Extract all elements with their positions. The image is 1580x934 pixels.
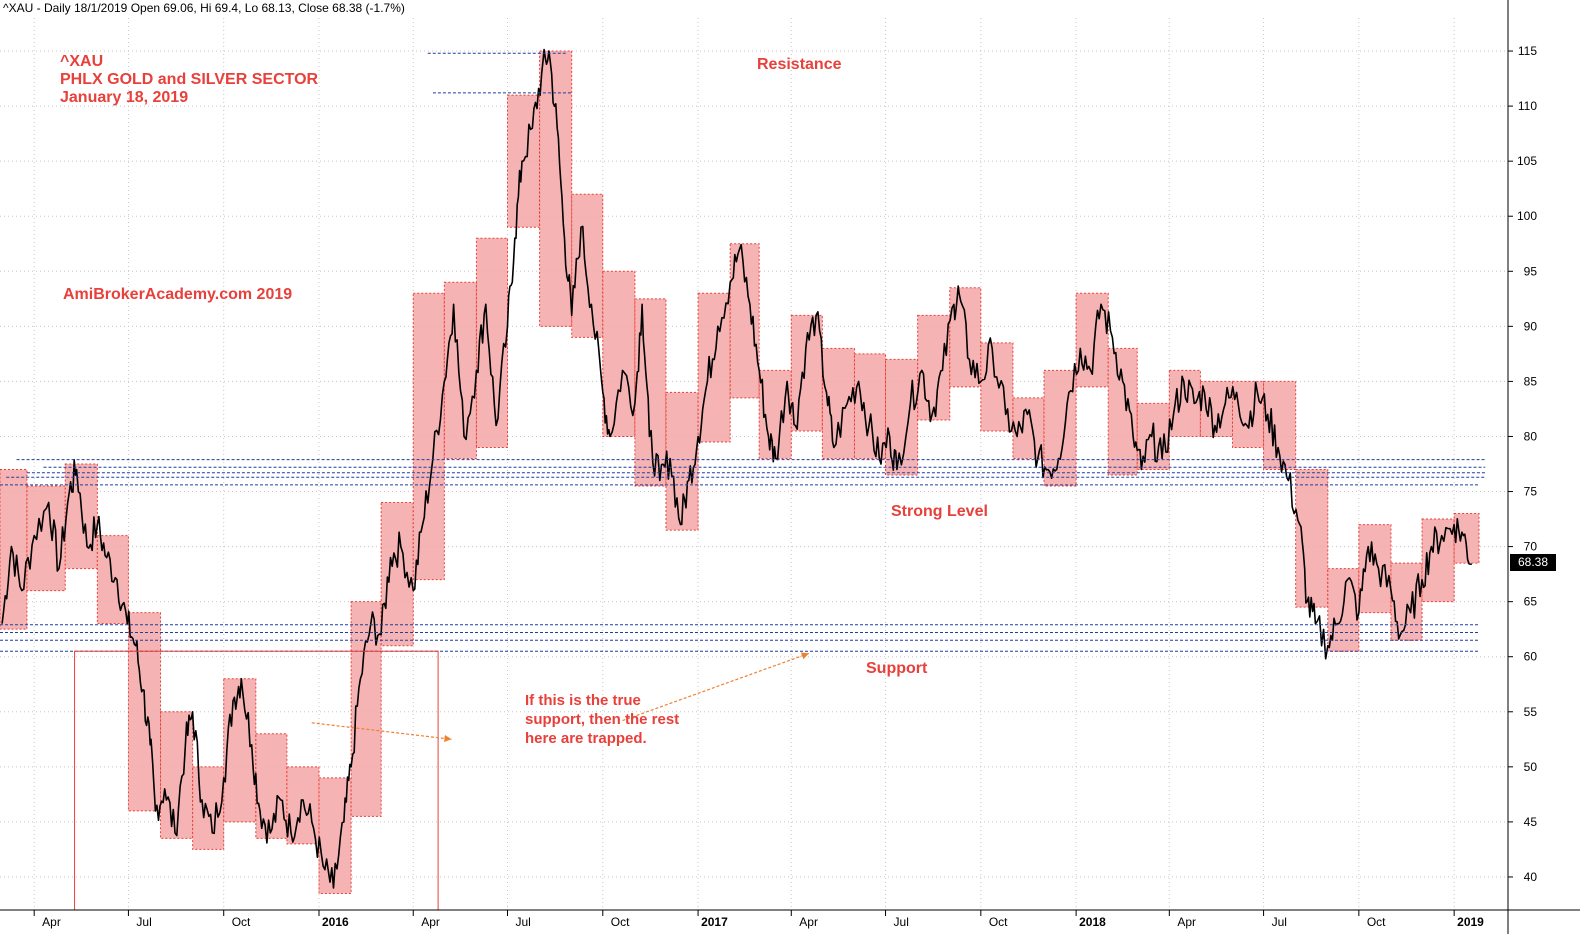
- darvas-box: [885, 358, 919, 476]
- y-tick-label: 105: [1517, 154, 1537, 168]
- x-tick-label: Apr: [421, 915, 440, 929]
- darvas-box: [1043, 369, 1077, 487]
- support-label: Support: [866, 660, 928, 677]
- x-tick-label: Apr: [799, 915, 818, 929]
- darvas-box: [602, 270, 636, 437]
- y-tick-label: 115: [1518, 44, 1537, 58]
- x-tick-label: Oct: [232, 915, 251, 929]
- y-tick-label: 50: [1524, 760, 1538, 774]
- watermark-label: AmiBrokerAcademy.com 2019: [63, 286, 293, 303]
- darvas-box: [853, 353, 887, 459]
- last-price-tag: 68.38: [1510, 554, 1556, 571]
- price-series: [1, 48, 1472, 889]
- level-lines: [0, 52, 1486, 652]
- x-tick-label: Apr: [1177, 915, 1196, 929]
- x-tick-label: Oct: [611, 915, 630, 929]
- x-tick-label: Oct: [989, 915, 1008, 929]
- x-tick-label: Oct: [1367, 915, 1386, 929]
- x-tick-label: Apr: [42, 915, 61, 929]
- date-title: January 18, 2019: [60, 89, 189, 106]
- sector-title: PHLX GOLD and SILVER SECTOR: [60, 71, 319, 88]
- y-tick-label: 65: [1524, 595, 1538, 609]
- darvas-box: [729, 243, 760, 399]
- darvas-box: [223, 678, 257, 823]
- x-tick-label: Jul: [1272, 915, 1287, 929]
- x-tick-label: Jul: [136, 915, 151, 929]
- x-tick-label: 2019: [1457, 915, 1484, 929]
- y-tick-label: 95: [1524, 264, 1538, 278]
- darvas-box: [380, 502, 414, 647]
- y-tick-label: 90: [1524, 319, 1538, 333]
- x-tick-label: 2018: [1079, 915, 1106, 929]
- darvas-box: [1232, 380, 1265, 448]
- annotation-arrow: [311, 722, 452, 743]
- y-tick-label: 70: [1524, 540, 1538, 554]
- darvas-box: [192, 766, 225, 850]
- chart-header: ^XAU - Daily 18/1/2019 Open 69.06, Hi 69…: [3, 1, 405, 15]
- y-tick-label: 40: [1524, 870, 1538, 884]
- resistance-label: Resistance: [757, 56, 842, 73]
- y-tick-label: 110: [1518, 99, 1537, 113]
- darvas-box: [917, 314, 951, 421]
- x-tick-label: Jul: [516, 915, 531, 929]
- y-tick-label: 60: [1524, 650, 1538, 664]
- y-tick-label: 75: [1524, 485, 1538, 499]
- y-tick-label: 55: [1524, 705, 1538, 719]
- trapped-note: If this is the true support, then the re…: [525, 692, 680, 747]
- darvas-box: [475, 237, 508, 448]
- darvas-box: [697, 292, 731, 443]
- darvas-box: [1107, 347, 1138, 476]
- x-tick-label: 2016: [322, 915, 349, 929]
- x-tick-label: Jul: [894, 915, 909, 929]
- darvas-box: [1295, 469, 1329, 608]
- darvas-boxes: [0, 50, 1480, 894]
- darvas-box: [443, 281, 477, 459]
- x-tick-label: 2017: [701, 915, 728, 929]
- strong-level-label: Strong Level: [891, 503, 988, 520]
- y-tick-label: 85: [1524, 374, 1538, 388]
- darvas-box: [507, 94, 541, 228]
- darvas-box: [26, 485, 66, 592]
- darvas-box: [412, 292, 445, 581]
- annotation-arrow: [622, 652, 810, 722]
- y-tick-label: 80: [1524, 429, 1538, 443]
- darvas-box: [1390, 562, 1423, 641]
- darvas-box: [539, 50, 573, 327]
- y-tick-label: 100: [1517, 209, 1537, 223]
- darvas-box: [571, 193, 604, 338]
- price-line: [1, 48, 1472, 889]
- darvas-box: [634, 298, 667, 487]
- symbol-title: ^XAU: [60, 53, 104, 70]
- y-tick-label: 45: [1524, 815, 1538, 829]
